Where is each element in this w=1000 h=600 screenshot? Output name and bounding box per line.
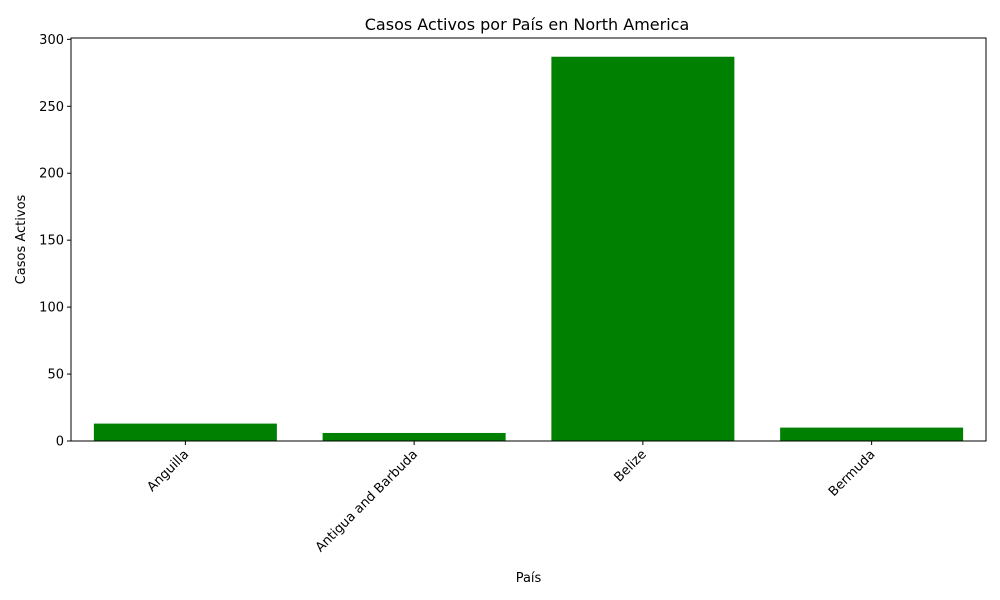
chart-title: Casos Activos por País en North America [365,15,690,34]
y-axis-ticks: 0 50 100 150 200 250 300 [39,33,71,450]
x-tick-label: Belize [612,447,650,485]
y-tick-label: 200 [39,167,64,182]
y-tick-label: 300 [39,33,64,48]
y-tick-label: 250 [39,100,64,115]
bars-layer [93,56,964,441]
plot-frame [70,37,987,442]
bar-antigua-and-barbuda [322,432,506,441]
x-axis-label: País [516,571,542,586]
bar-belize [551,56,735,441]
y-tick-label: 150 [39,234,64,249]
x-axis-ticks: Anguilla Antigua and Barbuda Belize Bermuda [145,441,878,555]
bar-anguilla [93,423,277,441]
bar-bermuda [780,427,964,441]
y-tick-label: 100 [39,301,64,316]
y-tick-label: 0 [56,435,64,450]
y-tick-label: 50 [47,368,64,383]
y-axis-label: Casos Activos [14,194,29,284]
x-tick-label: Antigua and Barbuda [313,447,421,555]
x-tick-label: Anguilla [145,447,193,495]
x-tick-label: Bermuda [826,447,878,499]
